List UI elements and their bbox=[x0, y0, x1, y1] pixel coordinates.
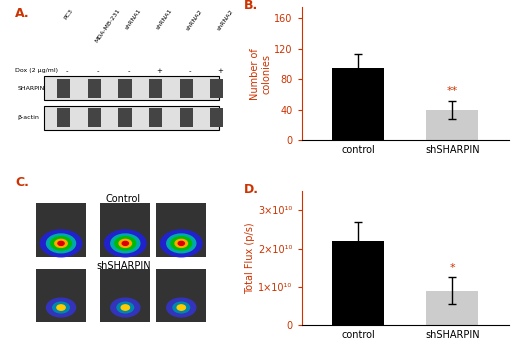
Circle shape bbox=[104, 230, 146, 257]
Text: *: * bbox=[450, 263, 455, 273]
Text: B.: B. bbox=[244, 0, 258, 12]
Circle shape bbox=[47, 234, 76, 253]
Circle shape bbox=[122, 241, 128, 246]
Bar bbox=[179, 79, 193, 98]
Bar bbox=[332, 241, 384, 325]
Circle shape bbox=[121, 305, 130, 310]
Text: -: - bbox=[97, 68, 99, 74]
Text: β-actin: β-actin bbox=[17, 115, 40, 120]
Text: C.: C. bbox=[15, 175, 29, 188]
Circle shape bbox=[178, 241, 185, 246]
Bar bbox=[100, 269, 150, 322]
Y-axis label: Total Flux (p/s): Total Flux (p/s) bbox=[245, 222, 255, 294]
Text: D.: D. bbox=[244, 183, 259, 196]
Circle shape bbox=[167, 298, 196, 317]
Circle shape bbox=[177, 305, 186, 310]
Bar bbox=[210, 79, 224, 98]
Text: shRNA2: shRNA2 bbox=[186, 8, 204, 31]
Circle shape bbox=[167, 234, 196, 253]
Text: **: ** bbox=[447, 86, 458, 96]
Text: Dox (2 µg/ml): Dox (2 µg/ml) bbox=[15, 68, 59, 74]
Bar bbox=[427, 291, 478, 325]
Circle shape bbox=[51, 237, 71, 250]
Text: +: + bbox=[218, 68, 224, 74]
Circle shape bbox=[173, 302, 190, 313]
Text: shRNA2: shRNA2 bbox=[216, 8, 235, 31]
Bar bbox=[57, 108, 70, 127]
Text: Control: Control bbox=[106, 194, 141, 204]
Bar bbox=[36, 203, 86, 257]
Circle shape bbox=[58, 241, 64, 246]
Bar bbox=[87, 79, 101, 98]
Bar bbox=[156, 203, 206, 257]
Text: MDA-MB-231: MDA-MB-231 bbox=[94, 8, 121, 44]
Circle shape bbox=[160, 230, 202, 257]
Bar bbox=[26, 262, 216, 324]
Circle shape bbox=[47, 298, 76, 317]
Circle shape bbox=[171, 237, 192, 250]
Bar bbox=[179, 108, 193, 127]
Bar bbox=[210, 108, 224, 127]
Bar bbox=[332, 68, 384, 141]
Text: -: - bbox=[189, 68, 191, 74]
Bar bbox=[36, 269, 86, 322]
Circle shape bbox=[111, 234, 140, 253]
Bar bbox=[149, 79, 162, 98]
Bar bbox=[427, 110, 478, 141]
Circle shape bbox=[175, 239, 188, 247]
Circle shape bbox=[57, 305, 65, 310]
Circle shape bbox=[111, 298, 140, 317]
Circle shape bbox=[119, 239, 132, 247]
Bar bbox=[118, 79, 132, 98]
Circle shape bbox=[55, 239, 67, 247]
Bar bbox=[149, 108, 162, 127]
Bar bbox=[57, 79, 70, 98]
Text: SHARPIN: SHARPIN bbox=[17, 86, 45, 91]
Text: shSHARPIN: shSHARPIN bbox=[96, 261, 151, 271]
Text: -: - bbox=[127, 68, 130, 74]
Circle shape bbox=[117, 302, 134, 313]
Text: PC3: PC3 bbox=[63, 8, 74, 21]
Text: +: + bbox=[156, 68, 162, 74]
Bar bbox=[44, 76, 218, 101]
Text: shRNA1: shRNA1 bbox=[155, 8, 173, 31]
Bar bbox=[26, 197, 216, 258]
Text: A.: A. bbox=[15, 7, 30, 20]
Text: shRNA1: shRNA1 bbox=[124, 8, 142, 31]
Bar bbox=[118, 108, 132, 127]
Circle shape bbox=[40, 230, 82, 257]
Circle shape bbox=[115, 237, 136, 250]
Text: -: - bbox=[66, 68, 68, 74]
Circle shape bbox=[53, 302, 69, 313]
Y-axis label: Number of
colonies: Number of colonies bbox=[250, 48, 271, 100]
Bar bbox=[100, 203, 150, 257]
Bar bbox=[87, 108, 101, 127]
Bar bbox=[156, 269, 206, 322]
Bar bbox=[44, 106, 218, 130]
